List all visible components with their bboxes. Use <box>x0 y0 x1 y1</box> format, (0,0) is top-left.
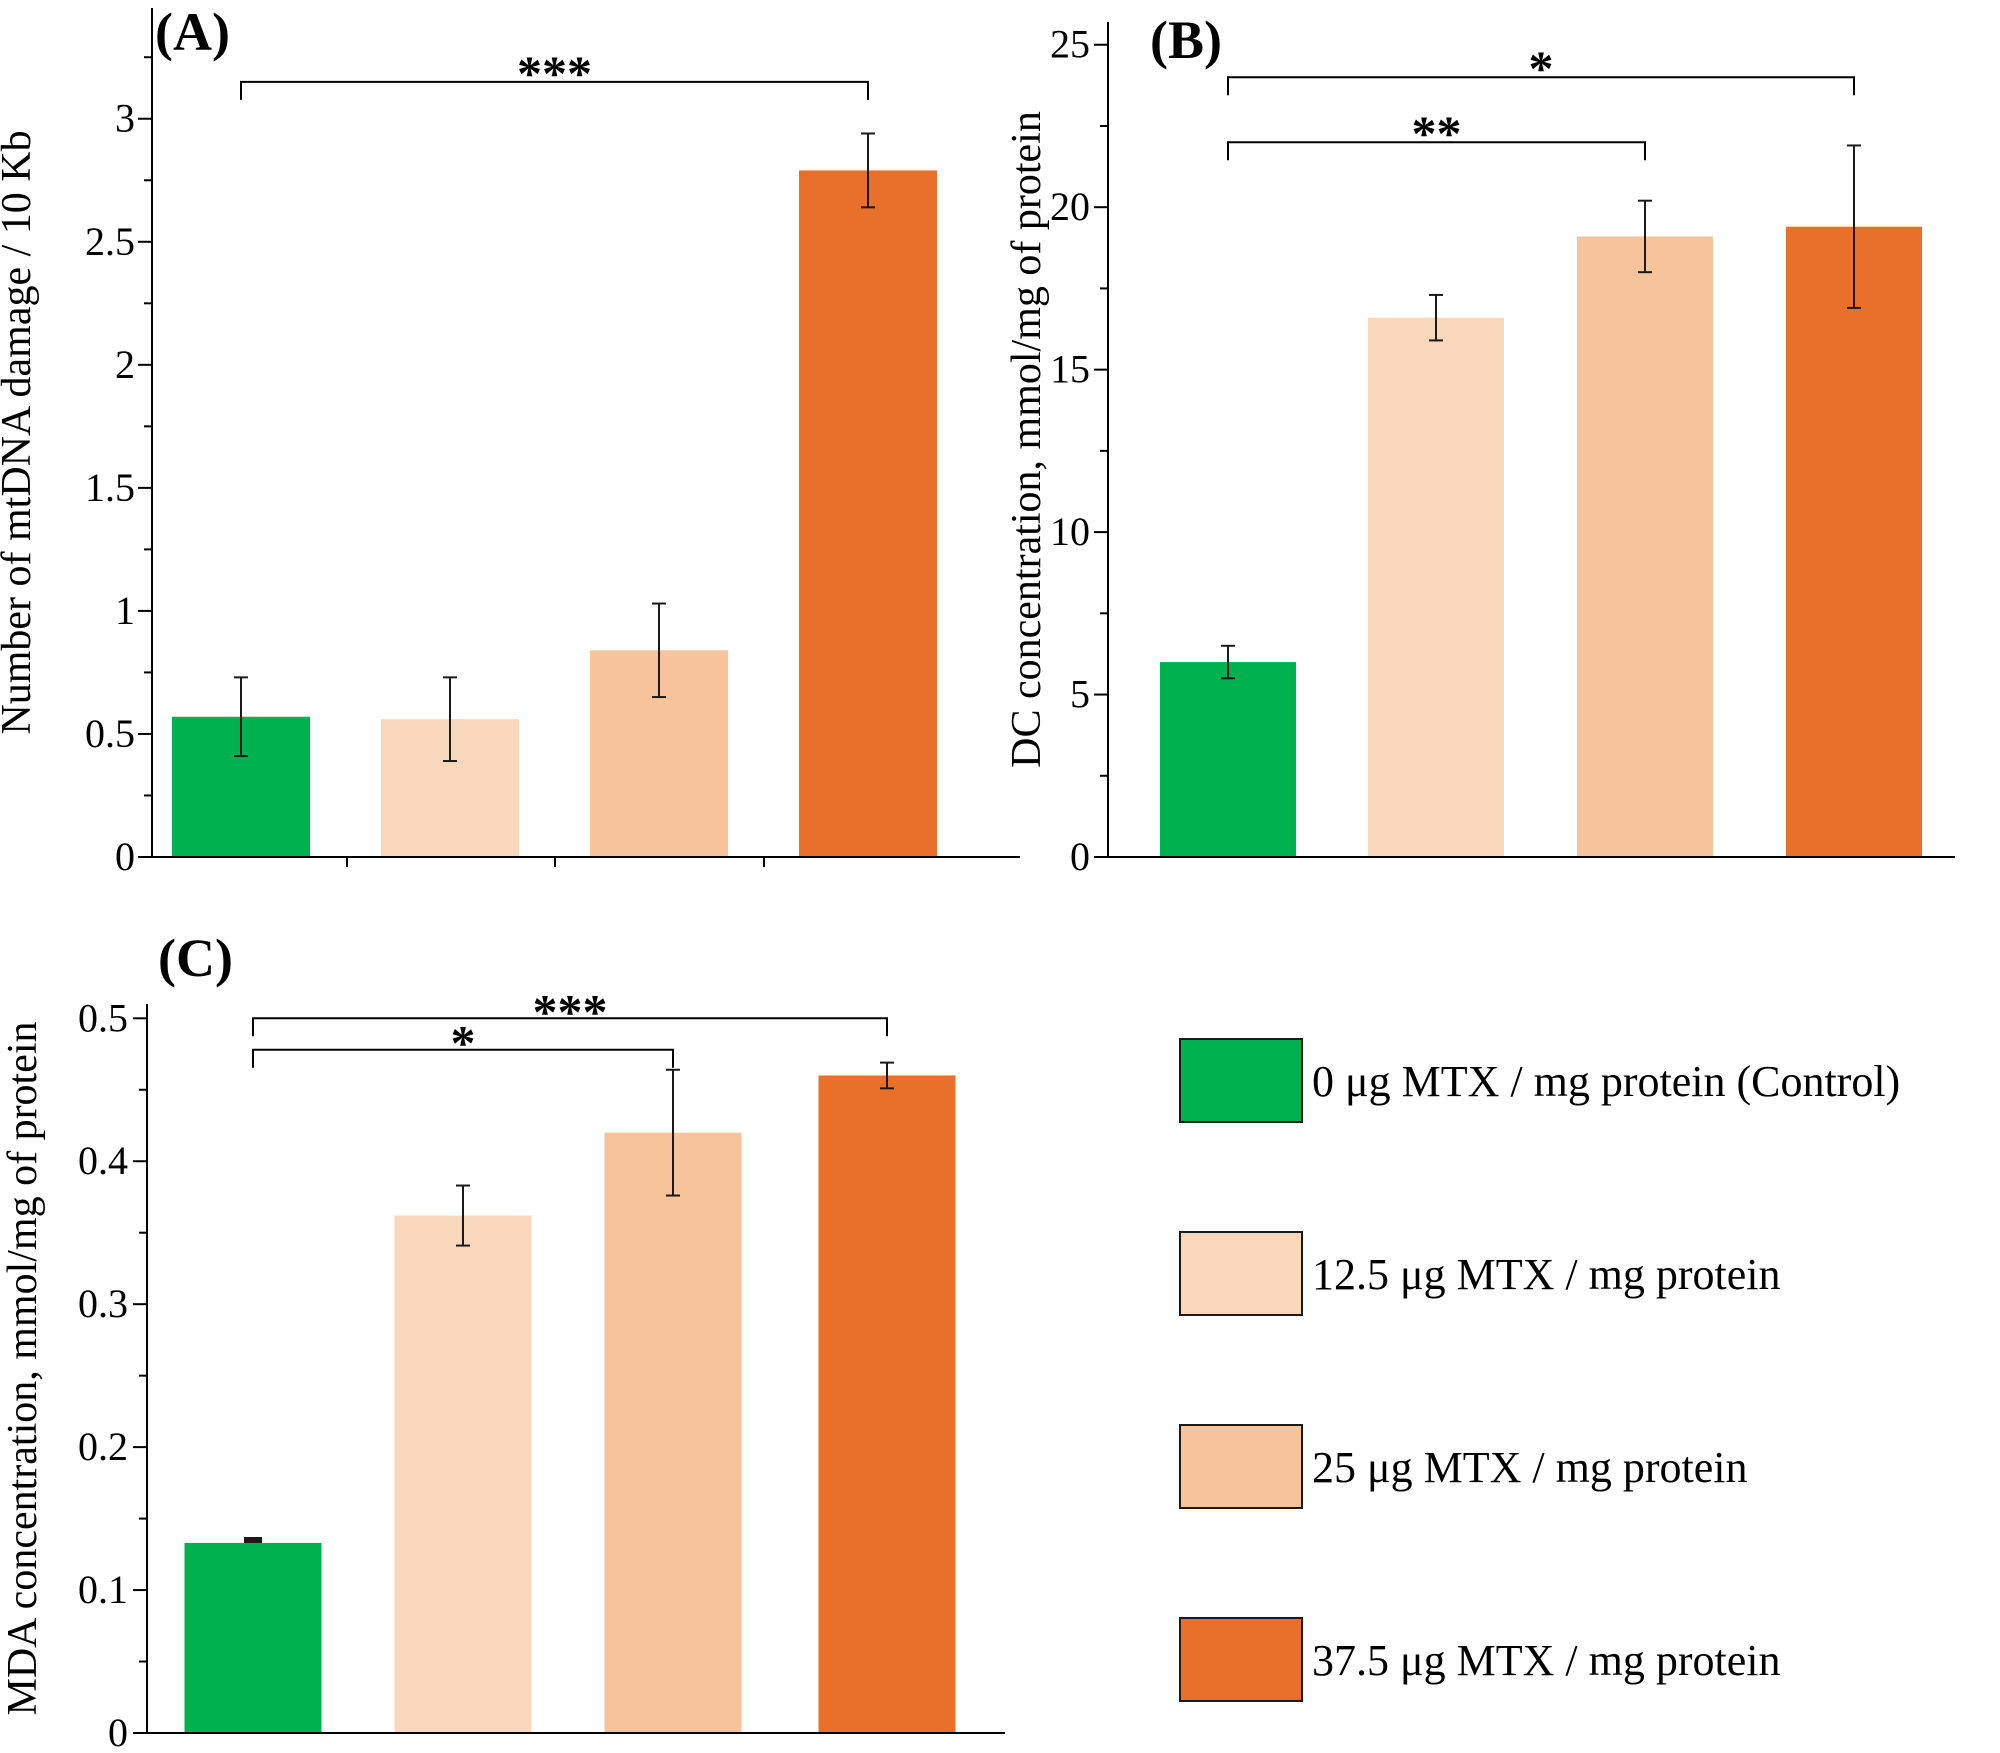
legend-label: 12.5 μg MTX / mg protein <box>1312 1250 1780 1299</box>
y-tick-label: 0.4 <box>78 1138 128 1183</box>
significance-bracket <box>240 80 869 100</box>
panel-label: (A) <box>155 2 230 62</box>
y-tick-label: 1.5 <box>85 465 135 510</box>
error-bar <box>443 676 457 763</box>
bar <box>818 1075 956 1733</box>
y-tick-label: 5 <box>1070 672 1090 717</box>
y-tick-label: 0 <box>1070 834 1090 879</box>
y-tick-label: 0.5 <box>78 995 128 1040</box>
error-bar <box>1638 199 1652 274</box>
legend-label: 0 μg MTX / mg protein (Control) <box>1312 1057 1900 1106</box>
y-tick-label: 0.3 <box>78 1281 128 1326</box>
bar <box>394 1215 532 1733</box>
panel-c: 0 0.1 0.2 0.3 0.4 0.5 MDA concentration, mmol/… <box>0 928 1005 1753</box>
bracket-line <box>240 80 869 100</box>
bar <box>799 170 937 858</box>
legend-label: 25 μg MTX / mg protein <box>1312 1443 1747 1492</box>
significance-bracket <box>252 1017 888 1037</box>
bar <box>1368 317 1504 857</box>
y-axis-title: MDA concentration, mmol/mg of protein <box>0 1021 46 1715</box>
panel-label: (B) <box>1150 10 1222 70</box>
significance-label: ** <box>1412 105 1462 161</box>
legend: 0 μg MTX / mg protein (Control) 12.5 μg M… <box>1179 1038 1900 1702</box>
error-bar <box>1221 644 1235 680</box>
y-tick-label: 0.1 <box>78 1567 128 1612</box>
y-tick-label: 0 <box>115 834 135 879</box>
error-bar <box>666 1068 680 1197</box>
y-tick-label: 2.5 <box>85 219 135 264</box>
significance-bracket <box>252 1048 674 1068</box>
y-tick-label: 20 <box>1050 184 1090 229</box>
error-bar <box>1847 144 1861 309</box>
bracket-line <box>1227 141 1646 161</box>
panel-a: 0 0.5 1 1.5 2 2.5 3 Number of mtDNA damage / 10… <box>0 2 1020 879</box>
bracket-line <box>252 1048 674 1068</box>
legend-swatch <box>1179 1231 1303 1316</box>
y-tick-label: 25 <box>1050 22 1090 67</box>
legend-swatch <box>1179 1617 1303 1702</box>
bar <box>604 1132 742 1733</box>
y-axis-title: DC concentration, mmol/mg of protein <box>1004 111 1050 768</box>
significance-bracket <box>1227 76 1855 96</box>
bracket-line <box>1227 76 1855 96</box>
legend-swatch <box>1179 1424 1303 1509</box>
significance-label: * <box>1529 40 1554 96</box>
legend-label: 37.5 μg MTX / mg protein <box>1312 1636 1780 1685</box>
error-bar <box>880 1061 894 1090</box>
bar <box>1786 226 1922 857</box>
y-tick-label: 2 <box>115 342 135 387</box>
y-tick-label: 1 <box>115 588 135 633</box>
error-bar <box>234 676 248 758</box>
error-bar <box>1429 293 1443 342</box>
bar <box>1577 236 1713 857</box>
y-tick-label: 0 <box>108 1710 128 1753</box>
error-bar <box>652 602 666 699</box>
y-axis-title: Number of mtDNA damage / 10 Kb <box>0 130 40 734</box>
legend-swatch <box>1179 1038 1303 1123</box>
y-tick-label: 3 <box>115 96 135 141</box>
y-tick-label: 0.2 <box>78 1424 128 1469</box>
error-bar <box>861 132 875 209</box>
bar <box>184 1542 322 1733</box>
bar <box>1160 662 1296 857</box>
significance-bracket <box>1227 141 1646 161</box>
significance-label: *** <box>533 983 608 1039</box>
panel-label: (C) <box>158 928 233 988</box>
bracket-line <box>252 1017 888 1037</box>
error-bar <box>456 1184 470 1247</box>
y-tick-label: 10 <box>1050 509 1090 554</box>
significance-label: * <box>451 1015 476 1071</box>
y-tick-label: 0.5 <box>85 711 135 756</box>
y-tick-label: 15 <box>1050 347 1090 392</box>
significance-label: *** <box>517 45 592 101</box>
